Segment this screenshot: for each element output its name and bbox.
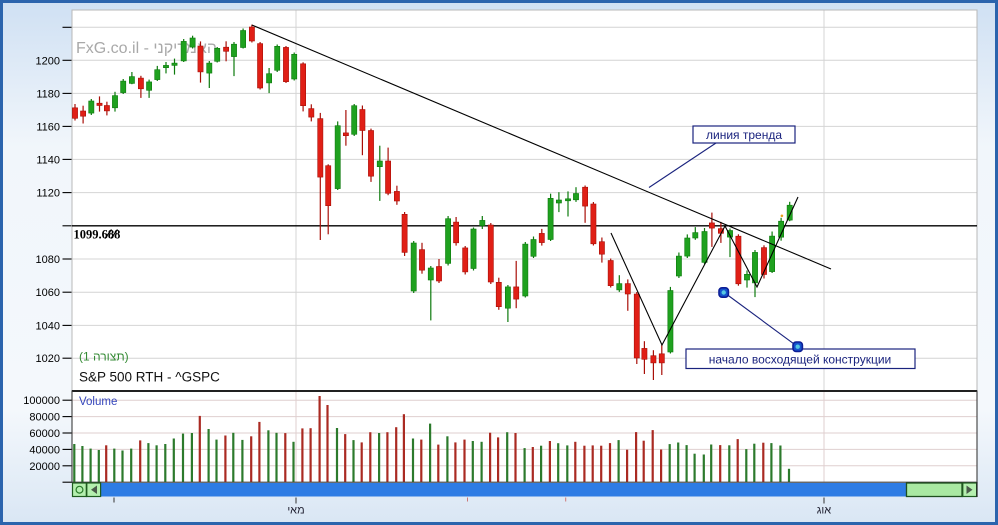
svg-text:Volume: Volume (79, 396, 117, 408)
svg-text:1099.688: 1099.688 (74, 228, 121, 242)
svg-text:1040: 1040 (36, 320, 60, 332)
svg-text:1160: 1160 (36, 121, 60, 133)
svg-text:20000: 20000 (29, 461, 60, 473)
svg-text:FxG.co.il - האמריקני: FxG.co.il - האמריקני (76, 40, 217, 57)
svg-text:1200: 1200 (36, 55, 60, 67)
svg-text:начало восходящей конструкции: начало восходящей конструкции (709, 353, 892, 367)
svg-text:1080: 1080 (36, 254, 60, 266)
svg-text:מאי: מאי (287, 505, 304, 517)
svg-text:1180: 1180 (36, 88, 60, 100)
svg-text:1120: 1120 (36, 188, 60, 200)
svg-text:линия тренда: линия тренда (706, 128, 782, 142)
svg-text:אוג: אוג (817, 505, 832, 517)
svg-text:80000: 80000 (29, 412, 60, 424)
svg-text:1060: 1060 (36, 287, 60, 299)
svg-text:60000: 60000 (29, 428, 60, 440)
svg-text:40000: 40000 (29, 444, 60, 456)
svg-text:100000: 100000 (23, 395, 60, 407)
svg-text:1140: 1140 (36, 154, 60, 166)
svg-text:S&P 500 RTH - ^GSPC: S&P 500 RTH - ^GSPC (79, 370, 220, 385)
svg-text:‭(1 הרוצת)‬: ‭(1 הרוצת)‬ (79, 350, 129, 364)
svg-text:1020: 1020 (36, 353, 60, 365)
